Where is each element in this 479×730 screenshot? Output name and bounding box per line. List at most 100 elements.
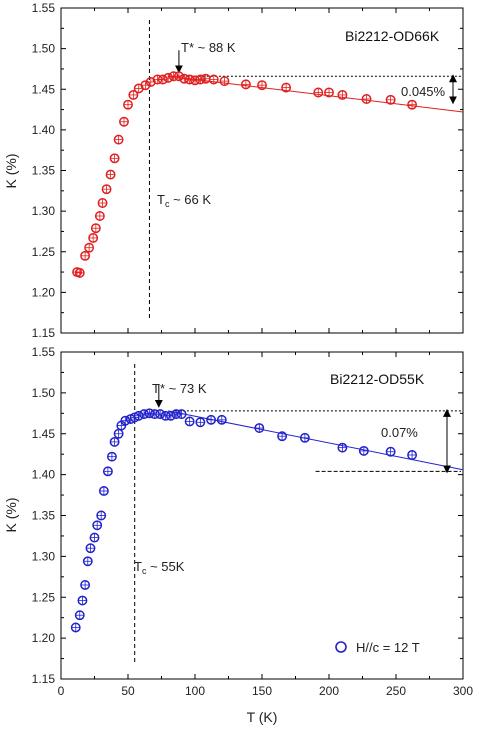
data-point [102,466,113,477]
data-point [324,87,334,98]
y-tick-label: 1.50 [32,386,56,400]
data-point [358,445,369,456]
y-tick-label: 1.45 [32,427,56,441]
data-point [84,242,95,253]
legend: H//c = 12 T [335,640,420,655]
data-point [190,75,200,86]
data-point [80,580,91,590]
data-point [208,74,219,85]
data-point [109,436,120,447]
data-point [85,543,96,554]
data-point [133,410,144,421]
bottom-tc-annotation: Tc ~ 55K [134,559,185,576]
bottom-y-axis-label: K (%) [3,498,19,533]
top-delta-annotation: 0.045% [401,84,446,99]
data-point [385,94,396,105]
data-point [74,267,85,278]
data-point [98,486,109,496]
data-point [337,442,348,453]
data-point [90,223,101,234]
data-point [101,184,112,195]
bottom-plot-frame [60,351,464,680]
data-point [144,408,155,419]
data-point [254,423,265,433]
bottom-panel-title: Bi2212-OD55K [330,371,425,387]
top-y-axis: 1.15 1.20 1.25 1.30 1.35 1.40 1.45 1.50 1.55 [32,1,463,340]
data-point [173,71,184,82]
y-tick-label: 1.35 [32,509,56,523]
data-point [113,134,124,145]
data-point [216,414,227,425]
data-point [277,431,288,442]
y-tick-label: 1.55 [32,345,56,359]
bottom-y-axis: 1.15 1.20 1.25 1.30 1.35 1.40 1.45 1.50 1.55 [32,345,463,686]
data-point [88,232,99,243]
data-point [105,169,116,180]
y-tick-label: 1.55 [32,1,56,15]
y-tick-label: 1.45 [32,82,56,96]
data-point [407,99,418,110]
legend-label: H//c = 12 T [356,640,420,655]
data-point [206,414,217,425]
data-point [179,73,190,84]
data-point [257,80,267,91]
y-tick-label: 1.30 [32,549,56,563]
data-point [120,415,131,426]
y-tick-label: 1.35 [32,164,56,178]
data-point [96,510,107,521]
top-tc-annotation: Tc ~ 66 K [157,192,211,209]
top-y-axis-label: K (%) [3,154,19,189]
data-point [106,451,117,462]
data-point [109,153,120,164]
y-tick-label: 1.15 [32,672,56,686]
top-plot-frame [60,7,464,334]
data-point [77,595,88,606]
x-tick-label: 300 [453,684,473,698]
data-point [219,76,230,87]
bottom-x-axis: 0 50 100 150 200 250 300 [58,352,473,698]
data-point [165,410,176,421]
x-tick-label: 50 [121,684,135,698]
data-point [200,73,211,84]
x-axis-label: T (K) [247,709,278,725]
data-point [313,87,324,98]
data-point [119,116,129,127]
top-panel: 1.15 1.20 1.25 1.30 1.35 1.40 1.45 1.50 1.55 K (… [3,1,464,340]
top-x-axis [60,8,464,333]
bottom-tstar-annotation: T* ~ 73 K [152,381,207,396]
data-point [176,409,187,420]
data-point [281,82,292,93]
data-point [299,432,310,443]
data-point [113,428,124,439]
x-tick-label: 0 [58,684,65,698]
y-tick-label: 1.40 [32,468,56,482]
y-tick-label: 1.20 [32,631,56,645]
bottom-data-points [70,408,418,633]
data-point [94,211,105,221]
data-point [195,74,206,85]
data-point [240,79,251,90]
x-tick-label: 250 [386,684,406,698]
data-point [74,610,85,621]
data-point [337,89,348,100]
data-point [92,520,103,531]
data-point [128,89,139,100]
data-point [139,409,150,420]
data-point [163,72,174,83]
y-tick-label: 1.30 [32,204,56,218]
data-point [155,409,166,420]
y-tick-label: 1.25 [32,590,56,604]
top-panel-title: Bi2212-OD66K [345,28,440,44]
bottom-panel: 1.15 1.20 1.25 1.30 1.35 1.40 1.45 1.50 1.55 0 50… [3,345,473,725]
y-tick-label: 1.40 [32,123,56,137]
y-tick-label: 1.50 [32,42,56,56]
data-point [123,99,133,110]
top-tstar-annotation: T* ~ 88 K [181,40,236,55]
bottom-delta-annotation: 0.07% [381,425,418,440]
y-tick-label: 1.20 [32,285,56,299]
data-point [157,74,168,85]
legend-marker [335,641,347,653]
data-point [407,450,418,460]
x-tick-label: 150 [252,684,272,698]
